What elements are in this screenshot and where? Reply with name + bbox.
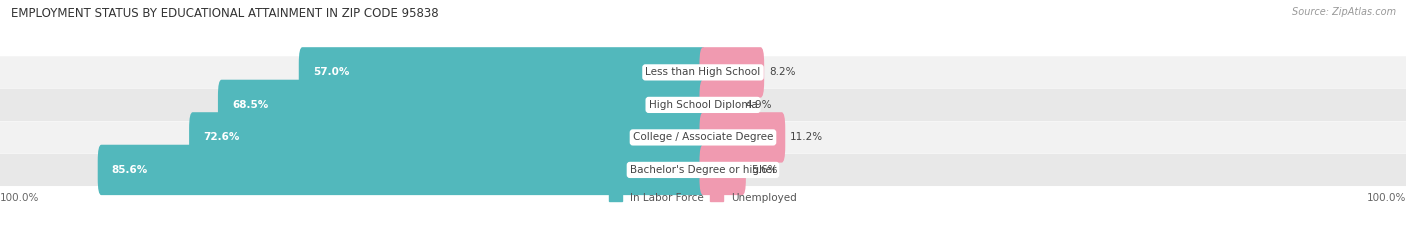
Text: 4.9%: 4.9% xyxy=(747,100,772,110)
Text: 11.2%: 11.2% xyxy=(790,132,824,142)
Text: 5.6%: 5.6% xyxy=(751,165,778,175)
FancyBboxPatch shape xyxy=(700,80,741,130)
Text: Less than High School: Less than High School xyxy=(645,67,761,77)
Text: 100.0%: 100.0% xyxy=(0,193,39,203)
Text: 57.0%: 57.0% xyxy=(312,67,349,77)
FancyBboxPatch shape xyxy=(0,121,1406,154)
FancyBboxPatch shape xyxy=(0,56,1406,89)
FancyBboxPatch shape xyxy=(700,47,765,98)
FancyBboxPatch shape xyxy=(188,112,707,163)
Text: Bachelor's Degree or higher: Bachelor's Degree or higher xyxy=(630,165,776,175)
FancyBboxPatch shape xyxy=(700,112,785,163)
Text: EMPLOYMENT STATUS BY EDUCATIONAL ATTAINMENT IN ZIP CODE 95838: EMPLOYMENT STATUS BY EDUCATIONAL ATTAINM… xyxy=(11,7,439,20)
FancyBboxPatch shape xyxy=(298,47,707,98)
Text: 68.5%: 68.5% xyxy=(232,100,269,110)
Text: College / Associate Degree: College / Associate Degree xyxy=(633,132,773,142)
FancyBboxPatch shape xyxy=(0,154,1406,186)
Text: 85.6%: 85.6% xyxy=(112,165,148,175)
Text: 72.6%: 72.6% xyxy=(204,132,239,142)
FancyBboxPatch shape xyxy=(0,89,1406,121)
Text: Source: ZipAtlas.com: Source: ZipAtlas.com xyxy=(1292,7,1396,17)
Text: 8.2%: 8.2% xyxy=(769,67,796,77)
Legend: In Labor Force, Unemployed: In Labor Force, Unemployed xyxy=(609,193,797,203)
FancyBboxPatch shape xyxy=(700,145,747,195)
Text: 100.0%: 100.0% xyxy=(1367,193,1406,203)
FancyBboxPatch shape xyxy=(218,80,707,130)
Text: High School Diploma: High School Diploma xyxy=(648,100,758,110)
FancyBboxPatch shape xyxy=(97,145,707,195)
